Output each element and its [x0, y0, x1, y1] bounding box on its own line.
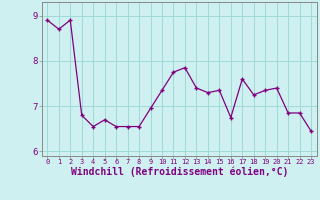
X-axis label: Windchill (Refroidissement éolien,°C): Windchill (Refroidissement éolien,°C)	[70, 166, 288, 177]
